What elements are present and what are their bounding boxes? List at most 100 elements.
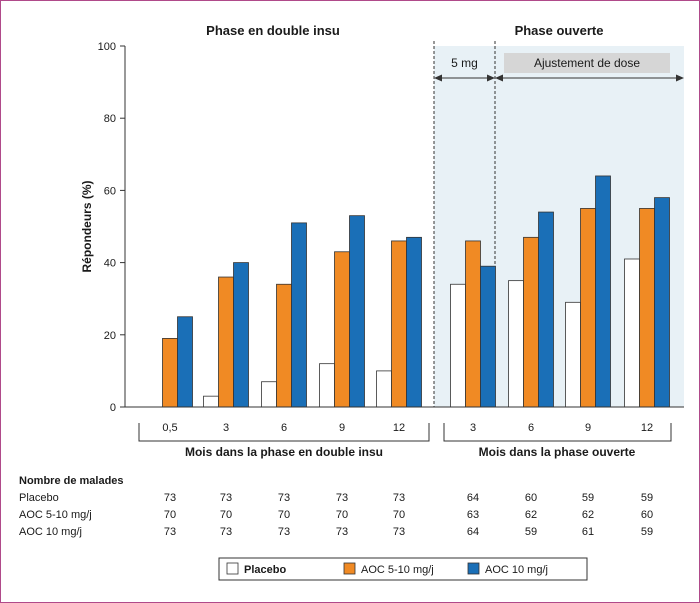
patients-cell: 73 [278,526,290,538]
legend-swatch [467,562,480,575]
bar [523,236,539,408]
bar [319,363,335,408]
x-group-label-double-blind: Mois dans la phase en double insu [185,445,383,459]
bar [349,215,365,408]
dose-adjust-arrowhead-left [495,74,503,82]
x-tick-labels: 0,5 3 6 9 12 3 6 9 12 [162,422,653,434]
bar [218,276,234,408]
bar [654,197,670,408]
legend-swatch [226,562,239,575]
x-tick-label: 9 [339,422,345,434]
patients-cell: 60 [525,492,537,504]
patients-cell: 64 [467,492,479,504]
bar [203,395,219,408]
fixed-dose-arrowhead-left [434,74,442,82]
patients-cell: 73 [336,492,348,504]
x-tick-label: 12 [641,422,653,434]
patients-cell: 62 [525,509,537,521]
patients-cell: 73 [164,526,176,538]
bar [261,381,277,408]
y-axis-label: Répondeurs (%) [80,180,94,272]
patients-cell: 59 [641,492,653,504]
patients-cell: 64 [467,526,479,538]
y-tick-label: 40 [104,258,116,270]
bar [291,222,307,408]
x-tick-label: 3 [470,422,476,434]
fixed-dose-label: 5 mg [451,56,478,70]
bar [406,236,422,408]
legend-label: AOC 10 mg/j [485,564,548,576]
bar [233,262,249,408]
bar [624,258,640,408]
dose-adjust-arrowhead-right [676,74,684,82]
y-tick-label: 20 [104,330,116,342]
patients-cell: 70 [336,509,348,521]
patients-cell: 70 [164,509,176,521]
bar [276,283,292,408]
patients-cell: 73 [220,526,232,538]
patients-row-label: AOC 5-10 mg/j [19,509,92,521]
patients-row-label: Placebo [19,492,59,504]
patients-cell: 62 [582,509,594,521]
bar [480,265,496,408]
patients-cell: 61 [582,526,594,538]
x-tick-label: 6 [528,422,534,434]
x-tick-label: 6 [281,422,287,434]
y-tick-label: 80 [104,113,116,125]
patients-cell: 63 [467,509,479,521]
x-tick-label: 12 [393,422,405,434]
bar [391,240,407,408]
legend-label: Placebo [244,564,286,576]
dose-adjust-box [504,53,670,73]
bar [177,316,193,408]
y-tick-label: 60 [104,185,116,197]
legend-box [218,557,588,581]
bar [334,251,350,408]
patients-cell: 73 [278,492,290,504]
bar [450,283,466,408]
patients-cell: 73 [164,492,176,504]
phase-open-title: Phase ouverte [515,23,604,38]
open-bracket [443,423,672,442]
patients-cell: 70 [278,509,290,521]
open-subphase-annotations: 5 mg Ajustement de dose [433,41,684,407]
patients-cell: 70 [393,509,405,521]
phase-double-blind-title: Phase en double insu [206,23,340,38]
bar [595,175,611,408]
x-group-label-open: Mois dans la phase ouverte [479,445,636,459]
bar [639,208,655,408]
x-tick-label: 0,5 [162,422,177,434]
x-tick-label: 3 [223,422,229,434]
fixed-dose-arrowhead-right [487,74,495,82]
patients-cell: 59 [525,526,537,538]
bar [376,370,392,408]
patients-cell: 73 [220,492,232,504]
patients-cell: 59 [582,492,594,504]
bar [580,208,596,408]
y-tick-label: 0 [110,402,116,414]
patients-cell: 73 [336,526,348,538]
patients-table-title: Nombre de malades [19,475,124,487]
bar [538,211,554,408]
patients-row-label: AOC 10 mg/j [19,526,82,538]
patients-table: Nombre de malades Placebo 73 73 73 73 73 64 60 5… [19,475,653,538]
bar [465,240,481,408]
legend-swatch [343,562,356,575]
bar [162,338,178,408]
y-axis: 0 20 40 60 80 100 [98,41,126,414]
bar [508,280,524,408]
y-tick-label: 100 [98,41,116,53]
patients-cell: 59 [641,526,653,538]
legend-label: AOC 5-10 mg/j [361,564,434,576]
patients-cell: 73 [393,492,405,504]
legend: Placebo AOC 5-10 mg/j AOC 10 mg/j [218,557,588,581]
bar [565,301,581,408]
patients-cell: 60 [641,509,653,521]
patients-cell: 73 [393,526,405,538]
x-tick-label: 9 [585,422,591,434]
double-blind-bracket [138,423,430,442]
dose-adjust-label: Ajustement de dose [534,56,640,70]
bars [162,175,670,408]
